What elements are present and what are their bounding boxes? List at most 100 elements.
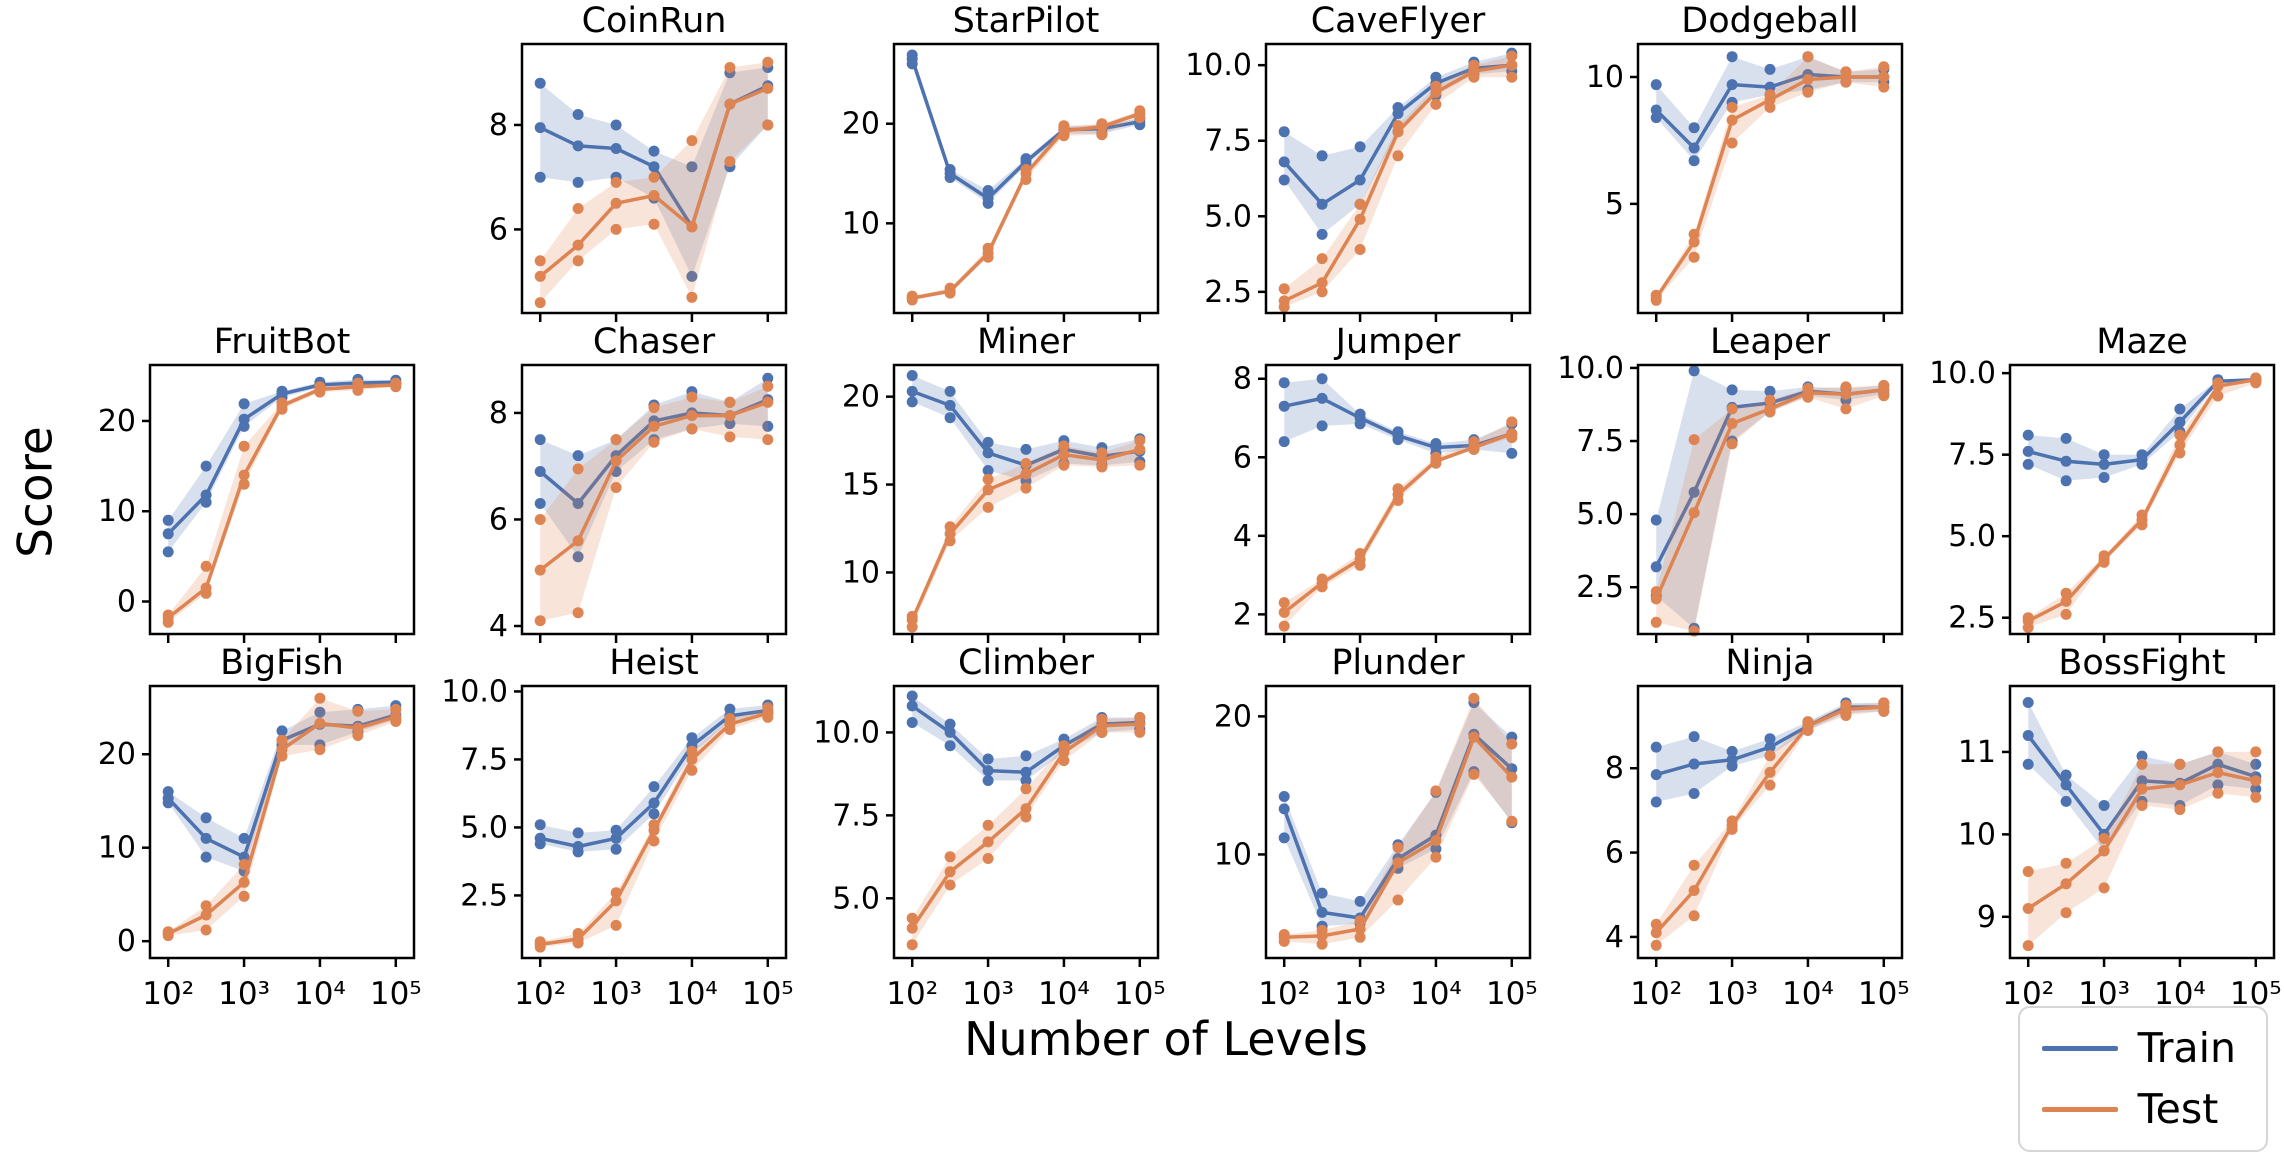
test-point bbox=[610, 197, 622, 209]
train-point bbox=[610, 143, 622, 154]
subplot-canvas-ninja: Ninja 4 6 8 10² 10³ 10⁴ 10⁵ bbox=[1605, 643, 1910, 1012]
y-tick-label: 7.5 bbox=[1204, 124, 1252, 159]
test-point bbox=[1802, 382, 1814, 394]
test-point bbox=[1468, 436, 1480, 448]
test-point bbox=[1506, 771, 1518, 783]
train-point bbox=[1764, 81, 1776, 93]
test-point bbox=[1764, 394, 1776, 406]
subplot-canvas-plunder: Plunder 10 20 10² 10³ 10⁴ 10⁵ bbox=[1214, 643, 1538, 1012]
test-point bbox=[1058, 740, 1070, 752]
train-point bbox=[610, 824, 622, 836]
y-tick-label: 0 bbox=[117, 924, 136, 959]
train-point bbox=[1430, 438, 1442, 449]
train-point bbox=[1688, 122, 1700, 134]
test-point bbox=[686, 391, 698, 403]
test-point bbox=[982, 251, 994, 263]
test-point bbox=[724, 156, 736, 167]
axes-frame bbox=[520, 363, 788, 636]
train-point bbox=[1278, 156, 1290, 168]
train-point bbox=[572, 140, 584, 152]
test-point bbox=[1392, 894, 1404, 906]
train-point bbox=[1392, 434, 1404, 446]
train-point bbox=[982, 436, 994, 448]
test-point bbox=[1354, 559, 1366, 571]
train-point bbox=[610, 843, 622, 855]
train-point bbox=[1354, 408, 1366, 420]
test-point bbox=[1688, 885, 1700, 896]
train-point bbox=[1506, 763, 1518, 775]
train-point bbox=[982, 753, 994, 765]
test-point bbox=[2212, 377, 2224, 389]
test-point bbox=[200, 560, 212, 572]
test-point bbox=[762, 119, 774, 131]
test-point bbox=[1650, 616, 1662, 628]
test-point bbox=[276, 750, 288, 762]
test-point bbox=[1278, 620, 1290, 632]
axes-frame bbox=[892, 684, 1160, 960]
train-point bbox=[1688, 788, 1700, 799]
test-band bbox=[912, 110, 1140, 300]
subplot-title: Plunder bbox=[1331, 646, 1465, 683]
subplot-leaper: Leaper 2.5 5.0 7.5 10.0 bbox=[1538, 322, 1910, 646]
train-point bbox=[162, 528, 174, 540]
x-tick-label: 10² bbox=[1630, 976, 1682, 1012]
test-point bbox=[724, 724, 736, 735]
x-tick-label: 10⁴ bbox=[294, 976, 346, 1012]
test-point bbox=[1316, 938, 1328, 950]
y-tick-label: 4 bbox=[1605, 920, 1624, 955]
test-point bbox=[238, 440, 250, 452]
test-band bbox=[1284, 421, 1512, 627]
train-point bbox=[2022, 758, 2034, 770]
test-point bbox=[1278, 929, 1290, 940]
test-point bbox=[2136, 509, 2148, 521]
train-band bbox=[912, 696, 1140, 781]
y-tick-label: 8 bbox=[489, 108, 508, 143]
test-point bbox=[1020, 803, 1032, 815]
train-point bbox=[2136, 750, 2148, 762]
train-point bbox=[2060, 795, 2072, 807]
train-point bbox=[1278, 174, 1290, 186]
x-tick-label: 10⁴ bbox=[1410, 976, 1462, 1012]
train-point bbox=[1316, 906, 1328, 918]
train-point bbox=[200, 851, 212, 863]
train-point bbox=[162, 514, 174, 526]
test-point bbox=[2022, 612, 2034, 624]
train-series bbox=[906, 690, 1146, 786]
test-point bbox=[1878, 81, 1890, 93]
train-point bbox=[2174, 403, 2186, 415]
test-point bbox=[1020, 458, 1032, 469]
y-tick-label: 10.0 bbox=[1185, 48, 1252, 83]
train-point bbox=[1316, 392, 1328, 404]
train-point bbox=[1650, 741, 1662, 753]
test-point bbox=[1802, 51, 1814, 63]
test-point bbox=[1878, 390, 1890, 402]
test-point bbox=[1650, 289, 1662, 301]
subplot-ninja: Ninja 4 6 8 10² 10³ 10⁴ 10⁵ bbox=[1538, 643, 1910, 1018]
test-point bbox=[1354, 931, 1366, 943]
train-point bbox=[534, 77, 546, 89]
train-point bbox=[1726, 745, 1738, 757]
test-point bbox=[534, 564, 546, 576]
test-point bbox=[686, 135, 698, 147]
test-point bbox=[2174, 447, 2186, 459]
test-point bbox=[1354, 923, 1366, 935]
y-tick-label: 5 bbox=[1605, 187, 1624, 222]
test-point bbox=[2136, 800, 2148, 811]
train-point bbox=[238, 398, 250, 410]
test-point bbox=[762, 56, 774, 68]
test-line bbox=[2026, 377, 2258, 623]
test-point bbox=[314, 744, 326, 756]
test-point bbox=[1430, 851, 1442, 863]
test-point bbox=[200, 900, 212, 912]
train-point bbox=[534, 171, 546, 183]
test-point bbox=[314, 381, 326, 393]
train-point bbox=[1688, 142, 1700, 154]
test-point bbox=[1878, 705, 1890, 717]
subplot-starpilot: StarPilot 10 20 bbox=[794, 1, 1166, 325]
train-point bbox=[1764, 741, 1776, 753]
y-tick-label: 7.5 bbox=[1948, 438, 1996, 473]
test-series bbox=[2022, 746, 2262, 952]
test-point bbox=[1316, 924, 1328, 936]
train-point bbox=[762, 372, 774, 384]
test-series bbox=[906, 712, 1146, 951]
